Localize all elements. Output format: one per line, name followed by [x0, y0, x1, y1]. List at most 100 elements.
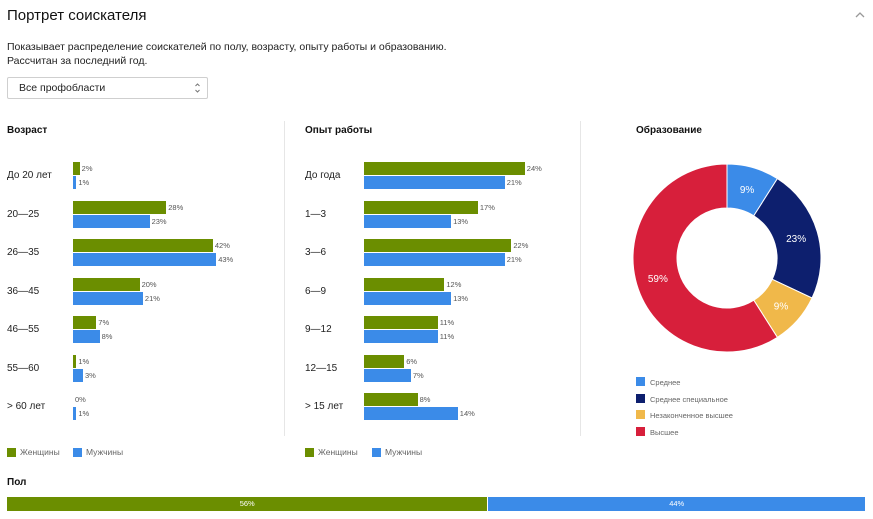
experience-men-bar	[364, 368, 411, 382]
experience-men-bar	[364, 176, 505, 189]
select-arrows-icon	[195, 83, 200, 93]
age-women-value: 0%	[75, 395, 86, 404]
age-men-value: 1%	[78, 178, 90, 187]
experience-men-bar	[364, 330, 438, 343]
gender-men-bar: 44%	[488, 497, 865, 511]
experience-men-value: 21%	[506, 178, 522, 187]
age-men-bar	[73, 214, 150, 228]
page-title: Портрет соискателя	[7, 7, 147, 24]
description: Показывает распределение соискателей по …	[7, 40, 447, 68]
age-women-bar	[73, 354, 77, 368]
experience-men-bar	[364, 407, 458, 420]
experience-men-bar	[364, 291, 452, 305]
age-row-label: 20—25	[7, 208, 40, 220]
education-donut-chart: 9% 23% 9% 59%	[632, 163, 822, 353]
experience-title: Опыт работы	[305, 125, 373, 136]
education-slice-label: 23%	[786, 234, 806, 245]
age-row-label: 36—45	[7, 285, 40, 297]
age-row-label: 26—35	[7, 247, 40, 258]
education-legend-swatch	[636, 410, 645, 419]
age-men-bar	[73, 407, 77, 420]
age-row-label: 46—55	[7, 324, 40, 335]
age-row-label: 55—60	[7, 362, 40, 374]
men-legend-label: Мужчины	[385, 447, 423, 457]
experience-men-value: 13%	[453, 216, 469, 226]
experience-row-label: 1—3	[305, 208, 327, 220]
age-men-bar	[73, 330, 100, 343]
experience-women-bar	[364, 200, 478, 214]
age-women-value: 20%	[141, 279, 157, 289]
experience-women-value: 17%	[479, 202, 495, 212]
experience-men-value: 13%	[453, 293, 469, 303]
education-slice	[632, 163, 779, 353]
men-legend-swatch	[372, 448, 381, 457]
divider	[284, 121, 285, 436]
age-men-value: 43%	[218, 255, 234, 264]
age-men-value: 8%	[101, 332, 113, 341]
age-women-value: 2%	[81, 164, 93, 173]
experience-men-bar	[364, 253, 505, 266]
experience-women-value: 8%	[419, 395, 431, 404]
profarea-select-value: Все профобласти	[19, 82, 106, 94]
age-men-value: 1%	[78, 409, 90, 418]
experience-men-value: 11%	[439, 332, 455, 341]
experience-women-bar	[364, 239, 512, 252]
experience-row-label: 9—12	[305, 324, 332, 335]
age-row-label: > 60 лет	[7, 401, 46, 412]
gender-women-bar: 56%	[7, 497, 488, 511]
education-slice-label: 9%	[740, 185, 755, 196]
education-legend-swatch	[636, 377, 645, 386]
experience-row-label: До года	[305, 170, 341, 181]
experience-women-bar	[364, 393, 418, 406]
experience-women-bar	[364, 354, 405, 368]
age-row-label: До 20 лет	[7, 170, 52, 181]
experience-men-value: 7%	[412, 370, 424, 380]
education-legend-swatch	[636, 426, 645, 436]
age-men-bar	[73, 368, 83, 382]
experience-row-label: > 15 лет	[305, 401, 344, 412]
description-line-2: Рассчитан за последний год.	[7, 55, 148, 67]
experience-women-value: 11%	[439, 318, 455, 327]
divider	[580, 121, 581, 436]
men-legend-label: Мужчины	[86, 447, 124, 457]
men-legend-swatch	[73, 448, 82, 457]
experience-women-bar	[364, 277, 445, 291]
experience-women-bar	[364, 316, 438, 329]
age-men-bar	[73, 253, 217, 266]
experience-row-label: 3—6	[305, 247, 327, 258]
women-legend-label: Женщины	[20, 447, 60, 457]
age-women-value: 7%	[98, 318, 110, 327]
experience-women-value: 6%	[406, 356, 418, 366]
women-legend-swatch	[305, 448, 314, 457]
education-legend-label: Среднее специальное	[650, 394, 728, 404]
experience-row-label: 6—9	[305, 285, 327, 297]
age-men-value: 23%	[151, 216, 167, 226]
age-women-bar	[73, 200, 167, 214]
education-slice-label: 59%	[648, 274, 668, 285]
experience-women-value: 24%	[526, 164, 542, 173]
description-line-1: Показывает распределение соискателей по …	[7, 41, 447, 53]
age-title: Возраст	[7, 125, 48, 136]
education-title: Образование	[636, 125, 702, 136]
age-men-bar	[73, 176, 77, 189]
experience-men-value: 14%	[459, 409, 475, 418]
women-legend-label: Женщины	[318, 447, 358, 457]
age-men-bar	[73, 291, 143, 305]
education-legend-label: Среднее	[650, 378, 681, 387]
experience-men-value: 21%	[506, 255, 522, 264]
experience-row-label: 12—15	[305, 362, 338, 374]
education-legend-label: Высшее	[650, 427, 679, 437]
education-slice-label: 9%	[774, 302, 789, 313]
gender-title: Пол	[7, 477, 27, 488]
age-women-bar	[73, 239, 213, 252]
age-women-bar	[73, 162, 80, 175]
age-women-value: 42%	[214, 241, 230, 250]
profarea-select[interactable]: Все профобласти	[7, 77, 208, 99]
education-legend-label: Незаконченное высшее	[650, 411, 733, 420]
age-women-bar	[73, 277, 140, 291]
age-women-bar	[73, 316, 97, 329]
education-legend-swatch	[636, 393, 645, 403]
experience-women-value: 12%	[446, 279, 462, 289]
age-men-value: 21%	[144, 293, 160, 303]
collapse-icon[interactable]	[853, 8, 867, 22]
